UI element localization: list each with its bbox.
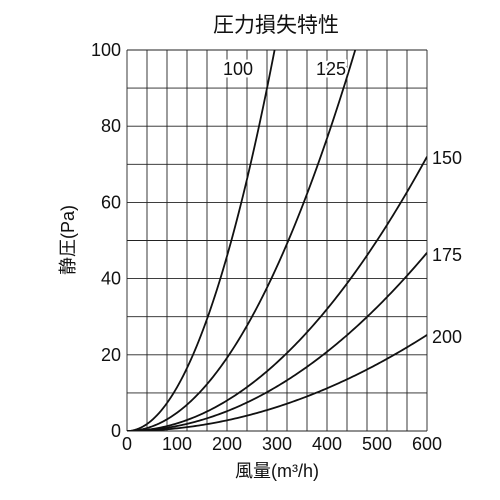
y-axis-label: 静圧(Pa) <box>58 205 78 275</box>
curves <box>127 50 427 431</box>
x-tick-label: 0 <box>122 434 132 454</box>
x-tick-label: 200 <box>212 434 242 454</box>
x-tick-label: 300 <box>262 434 292 454</box>
x-tick-label: 500 <box>362 434 392 454</box>
x-tick-label: 600 <box>412 434 442 454</box>
grid <box>126 49 428 432</box>
series-line-100 <box>127 50 276 431</box>
series-line-150 <box>127 156 427 431</box>
chart-title: 圧力損失特性 <box>213 14 339 37</box>
y-tick-label: 80 <box>101 116 121 136</box>
x-axis-label: 風量(m³/h) <box>235 461 319 481</box>
y-tick-label: 20 <box>101 345 121 365</box>
y-tick-label: 0 <box>111 421 121 441</box>
series-line-175 <box>127 252 427 431</box>
series-label-175: 175 <box>432 245 462 265</box>
y-tick-label: 60 <box>101 192 121 212</box>
series-label-100: 100 <box>223 59 253 79</box>
y-tick-label: 100 <box>91 40 121 60</box>
series-label-150: 150 <box>432 148 462 168</box>
x-tick-label: 100 <box>162 434 192 454</box>
series-label-125: 125 <box>316 59 346 79</box>
series-line-125 <box>127 50 357 431</box>
x-tick-label: 400 <box>312 434 342 454</box>
series-label-200: 200 <box>432 327 462 347</box>
y-tick-label: 40 <box>101 269 121 289</box>
series-labels: 100 125 150 175 200 <box>220 57 462 348</box>
series-line-200 <box>127 334 427 431</box>
tick-labels: 0 100 200 300 400 500 600 0 20 40 60 80 100 <box>91 40 442 454</box>
